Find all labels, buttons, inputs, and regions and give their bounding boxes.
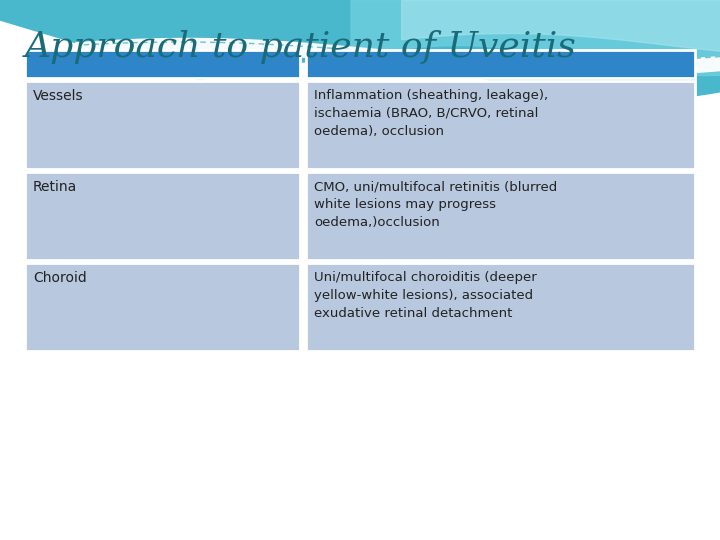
Bar [306,263,695,351]
Text: Vessels: Vessels [33,89,84,103]
Bar [25,50,300,78]
Bar [25,263,300,351]
Text: Inflammation (sheathing, leakage),
ischaemia (BRAO, B/CRVO, retinal
oedema), occ: Inflammation (sheathing, leakage), ischa… [314,89,548,138]
Text: CMO, uni/multifocal retinitis (blurred
white lesions may progress
oedema,)occlus: CMO, uni/multifocal retinitis (blurred w… [314,180,557,229]
Text: Retina: Retina [33,180,77,194]
Text: Uni/multifocal choroiditis (deeper
yellow-white lesions), associated
exudative r: Uni/multifocal choroiditis (deeper yello… [314,271,537,320]
Text: Choroid: Choroid [33,271,86,285]
Bar [25,172,300,260]
Text: Approach to patient of Uveitis: Approach to patient of Uveitis [25,30,577,64]
Bar [306,81,695,169]
Bar [25,81,300,169]
Bar [306,50,695,78]
Bar [306,172,695,260]
